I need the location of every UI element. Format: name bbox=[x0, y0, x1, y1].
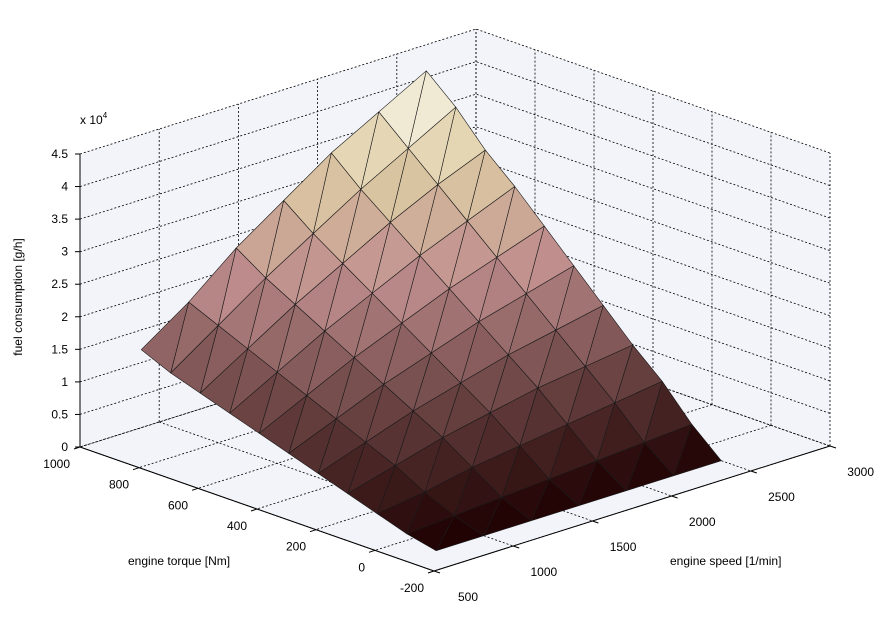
z-axis-label: fuel consumption [g/h] bbox=[11, 238, 25, 355]
surface-facet bbox=[406, 515, 455, 552]
torque-tick-mark bbox=[309, 529, 317, 533]
fuel-tick-label: 3 bbox=[61, 245, 68, 259]
z-axis-multiplier: x 104 bbox=[80, 111, 108, 127]
surface-mesh bbox=[140, 70, 722, 552]
fuel-tick-label: 0.5 bbox=[51, 407, 68, 421]
fuel-tick-label: 3.5 bbox=[51, 212, 68, 226]
y-axis-label: engine torque [Nm] bbox=[128, 554, 230, 568]
grid-line-fuel bbox=[79, 93, 831, 220]
speed-tick-mark bbox=[671, 495, 678, 499]
torque-tick-mark bbox=[250, 508, 258, 512]
torque-tick-label: 600 bbox=[168, 498, 188, 512]
torque-tick-label: 400 bbox=[227, 519, 247, 533]
grid-line-fuel bbox=[79, 321, 831, 448]
surface-facet bbox=[170, 325, 219, 394]
grid-line-fuel bbox=[79, 256, 831, 383]
speed-tick-mark bbox=[592, 520, 599, 524]
torque-tick-mark bbox=[427, 570, 435, 574]
speed-tick-label: 2000 bbox=[689, 515, 716, 529]
surface-facet bbox=[317, 441, 367, 494]
grid-line-fuel bbox=[79, 288, 831, 415]
torque-tick-label: 200 bbox=[286, 540, 306, 554]
grid-line-fuel bbox=[79, 223, 831, 350]
speed-tick-label: 500 bbox=[458, 590, 478, 604]
grid-line-fuel bbox=[79, 61, 831, 187]
torque-tick-mark bbox=[132, 467, 140, 471]
speed-tick-label: 1000 bbox=[530, 565, 557, 579]
fuel-tick-label: 2.5 bbox=[51, 277, 68, 291]
grid-line-fuel bbox=[79, 28, 831, 155]
x-axis-label: engine speed [1/min] bbox=[670, 554, 781, 568]
torque-tick-label: 0 bbox=[358, 560, 365, 574]
surface-facet bbox=[140, 301, 189, 374]
surface-facet bbox=[199, 348, 248, 414]
grid-line-fuel bbox=[79, 126, 831, 253]
speed-axis-line bbox=[433, 445, 831, 572]
speed-tick-mark bbox=[513, 545, 520, 549]
speed-tick-label: 3000 bbox=[847, 465, 874, 479]
torque-tick-mark bbox=[191, 487, 199, 491]
torque-tick-mark bbox=[368, 549, 376, 553]
speed-tick-mark bbox=[433, 570, 441, 574]
surface-facet bbox=[347, 465, 396, 515]
speed-tick-label: 2500 bbox=[768, 490, 795, 504]
torque-tick-label: 800 bbox=[109, 478, 129, 492]
torque-tick-label: -200 bbox=[400, 581, 424, 595]
surface-facet bbox=[288, 418, 337, 474]
fuel-tick-label: 1.5 bbox=[51, 342, 68, 356]
speed-tick-label: 1500 bbox=[610, 540, 637, 554]
fuel-tick-label: 4.5 bbox=[51, 147, 68, 161]
fuel-tick-label: 1 bbox=[61, 375, 68, 389]
fuel-tick-label: 4 bbox=[61, 180, 68, 194]
torque-tick-label: 1000 bbox=[43, 457, 70, 471]
speed-tick-mark bbox=[829, 445, 837, 449]
tick-labels: 500 1000 1500 2000 2500 3000 -200 0 200 400 600 800… bbox=[43, 147, 874, 604]
surface-facet bbox=[229, 371, 278, 434]
fuel-tick-label: 0 bbox=[61, 440, 68, 454]
grid-line-fuel bbox=[79, 191, 831, 318]
surface-facet bbox=[376, 491, 426, 535]
fuel-tick-label: 2 bbox=[61, 310, 68, 324]
grid-line-fuel bbox=[79, 158, 831, 285]
speed-tick-mark bbox=[750, 470, 757, 474]
surface-facet bbox=[258, 395, 308, 454]
